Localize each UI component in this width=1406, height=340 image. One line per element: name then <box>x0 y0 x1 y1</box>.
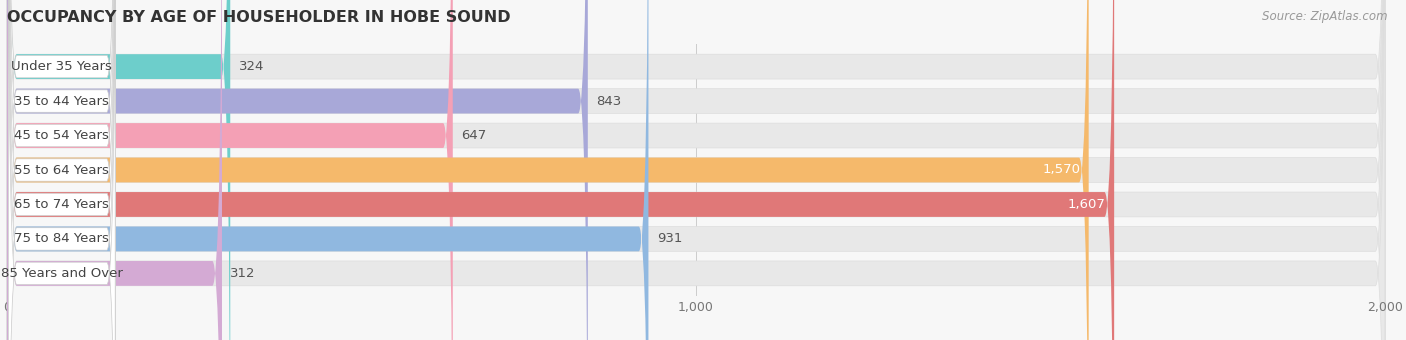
FancyBboxPatch shape <box>7 0 222 340</box>
Text: 312: 312 <box>231 267 256 280</box>
Text: 45 to 54 Years: 45 to 54 Years <box>14 129 110 142</box>
Text: 647: 647 <box>461 129 486 142</box>
Text: 85 Years and Over: 85 Years and Over <box>1 267 122 280</box>
FancyBboxPatch shape <box>7 0 1088 340</box>
FancyBboxPatch shape <box>8 0 115 340</box>
FancyBboxPatch shape <box>8 0 115 340</box>
FancyBboxPatch shape <box>8 0 115 340</box>
FancyBboxPatch shape <box>7 0 588 340</box>
FancyBboxPatch shape <box>7 0 231 340</box>
Text: OCCUPANCY BY AGE OF HOUSEHOLDER IN HOBE SOUND: OCCUPANCY BY AGE OF HOUSEHOLDER IN HOBE … <box>7 10 510 25</box>
Text: 843: 843 <box>596 95 621 107</box>
FancyBboxPatch shape <box>7 0 1385 340</box>
Text: Source: ZipAtlas.com: Source: ZipAtlas.com <box>1263 10 1388 23</box>
FancyBboxPatch shape <box>8 0 115 340</box>
FancyBboxPatch shape <box>7 0 1385 340</box>
FancyBboxPatch shape <box>7 0 1385 340</box>
FancyBboxPatch shape <box>7 0 648 340</box>
Text: 1,607: 1,607 <box>1069 198 1107 211</box>
FancyBboxPatch shape <box>8 0 115 340</box>
Text: 1,570: 1,570 <box>1042 164 1080 176</box>
FancyBboxPatch shape <box>7 0 1114 340</box>
FancyBboxPatch shape <box>7 0 1385 340</box>
Text: 35 to 44 Years: 35 to 44 Years <box>14 95 110 107</box>
FancyBboxPatch shape <box>7 0 1385 340</box>
Text: 55 to 64 Years: 55 to 64 Years <box>14 164 110 176</box>
FancyBboxPatch shape <box>7 0 1385 340</box>
Text: 75 to 84 Years: 75 to 84 Years <box>14 233 110 245</box>
FancyBboxPatch shape <box>7 0 1385 340</box>
FancyBboxPatch shape <box>8 0 115 340</box>
Text: 324: 324 <box>239 60 264 73</box>
Text: Under 35 Years: Under 35 Years <box>11 60 112 73</box>
Text: 65 to 74 Years: 65 to 74 Years <box>14 198 110 211</box>
FancyBboxPatch shape <box>8 0 115 340</box>
FancyBboxPatch shape <box>7 0 453 340</box>
Text: 931: 931 <box>657 233 682 245</box>
